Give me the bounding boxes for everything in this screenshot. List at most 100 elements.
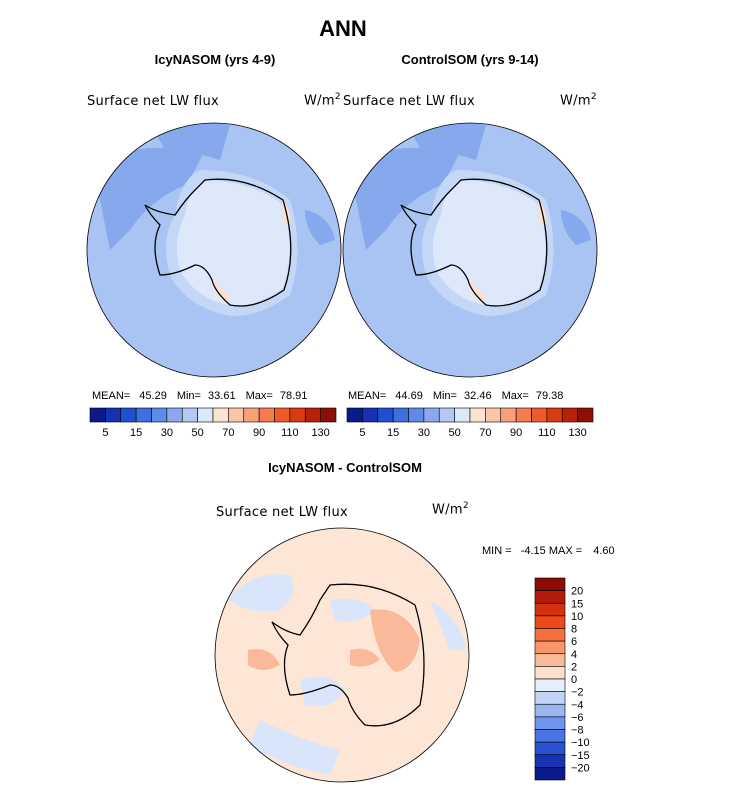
panel1-ice [176,180,290,306]
panel2-colorbar-tick-label: 30 [418,427,430,439]
panel3-colorbar-swatch [534,590,566,604]
panel2-colorbar-swatch [408,407,425,423]
panel3-min-label: MIN = [482,545,512,557]
panel2-colorbar-tick-label: 5 [359,427,365,439]
panel3-colorbar-swatch [534,754,566,768]
panel1-min-label: Min= [176,390,201,402]
panel3-cool-patch-n [330,598,375,622]
panel2-units-text: W/m [560,93,591,109]
panel3-cool-patch-nw [228,574,294,612]
panel1-units-sup: 2 [334,92,341,102]
panel2-colorbar-swatch [423,407,440,423]
panel2-colorbar-swatch [500,407,517,423]
panel2-colorbar-tick-label: 50 [449,427,461,439]
panel1-colorbar-swatch [274,407,291,423]
panel2-mean-value: 44.69 [395,390,423,402]
panel2-colorbar-swatch [485,407,502,423]
panel3-max-value: 4.60 [593,545,615,557]
panel3-coastline [271,583,425,727]
panel3-field-label: Surface net LW flux [216,505,348,520]
panel1-colorbar-swatch [289,407,306,423]
panel2-colorbar-swatch [454,407,471,423]
panel3-cool-patch-e [430,600,466,650]
panel2-units-sup: 2 [590,92,597,102]
panel1-min-value: 33.61 [208,390,236,402]
panel3-colorbar-swatch [534,691,566,705]
panel3-colorbar-tick-label: −2 [571,687,584,699]
panel1-warm-patch2 [212,280,232,302]
panel3-colorbar-tick-label: 2 [571,661,577,673]
panel1-colorbar-swatch [151,407,168,423]
panel2-colorbar-swatch [346,407,363,423]
panel1-colorbar-swatch [135,407,152,423]
panel1-dark-patch-e [305,210,335,245]
panel3-colorbar-swatch [534,678,566,692]
panel1-colorbar-swatch [212,407,229,423]
panel2-colorbar-swatch [438,407,455,423]
panel2-subtitle: ControlSOM (yrs 9-14) [401,52,539,67]
panel2-colorbar-tick-label: 130 [568,427,586,439]
panel3-colorbar-swatch [534,640,566,655]
panel1-subtitle: IcyNASOM (yrs 4-9) [154,52,276,67]
panel1-colorbar-tick-label: 5 [102,427,108,439]
panel1-units: W/m2 [304,92,341,108]
panel2-colorbar-tick-label: 70 [479,427,491,439]
panel3-units-sup: 2 [462,501,469,511]
panel3-colorbar-swatch [534,729,566,743]
panel3-colorbar-tick-label: −20 [571,762,590,774]
panel3-colorbar-tick-label: −4 [571,699,584,711]
panel3-colorbar-swatch [534,666,566,680]
panel3-stats: MIN = -4.15 MAX = 4.60 [482,545,615,557]
panel2-map-border [342,122,598,378]
panel3-warm-patch-w [248,649,280,670]
panel3-colorbar-tick-label: −6 [571,712,584,724]
panel1-colorbar-swatch [120,407,137,423]
panel1-map-border [86,122,342,378]
panel2-map [343,123,597,377]
panel1-field-label: Surface net LW flux [87,94,219,109]
panel1-coastline [144,178,292,307]
panel3-colorbar-tick-label: 20 [571,586,583,598]
panel3-colorbar-tick-label: −10 [571,737,590,749]
panel1-units-text: W/m [304,93,335,109]
panel1-colorbar: 5 15 30 50 70 90 110 130 [89,407,337,439]
panel2-dark-band-nw [351,135,466,250]
panel2-coastline [400,178,548,307]
panel1-mean-label: MEAN= [92,390,131,402]
panel1-colorbar-tick-label: 30 [161,427,173,439]
panel2-colorbar-swatch [515,407,532,423]
panel3-subtitle: IcyNASOM - ControlSOM [268,460,422,475]
panel3-colorbar-tick-label: 6 [571,636,577,648]
panel2-mean-label: MEAN= [348,390,387,402]
panel1-colorbar-tick-label: 130 [311,427,329,439]
panel1-map [87,123,341,377]
panel2-units: W/m2 [560,92,597,108]
figure-title: ANN [319,16,367,41]
panel3-cool-patch-center [300,676,345,706]
panel1-max-value: 78.91 [279,390,308,402]
panel2-colorbar: 5 15 30 50 70 90 110 130 [346,407,594,439]
panel1-colorbar-tick-label: 70 [222,427,234,439]
panel3-colorbar-swatch [534,767,566,781]
panel1-colorbar-tick-label: 110 [281,427,299,439]
panel3-colorbar-swatch [534,653,566,667]
panel3-units: W/m2 [432,501,469,517]
panel3-warm-patch-e [370,609,420,672]
panel2-colorbar-swatch [577,407,594,423]
panel2-warm-patch2 [468,280,488,302]
panel1-max-label: Max= [245,390,273,402]
panel1-colorbar-swatch [228,407,245,423]
panel2-colorbar-tick-label: 110 [538,427,556,439]
panel2-dark-patch-e [561,210,591,245]
panel2-colorbar-swatch [362,407,379,423]
panel1-colorbar-swatch [166,407,183,423]
panel3-colorbar-swatch [534,716,566,730]
panel2-colorbar-swatch [531,407,548,423]
panel1-colorbar-swatch [89,407,106,423]
panel3-colorbar-tick-label: −8 [571,725,584,737]
panel2-min-label: Min= [432,390,457,402]
panel2-colorbar-tick-label: 90 [510,427,522,439]
panel2-stats: MEAN= 44.69 Min= 32.46 Max= 79.38 [348,390,563,402]
